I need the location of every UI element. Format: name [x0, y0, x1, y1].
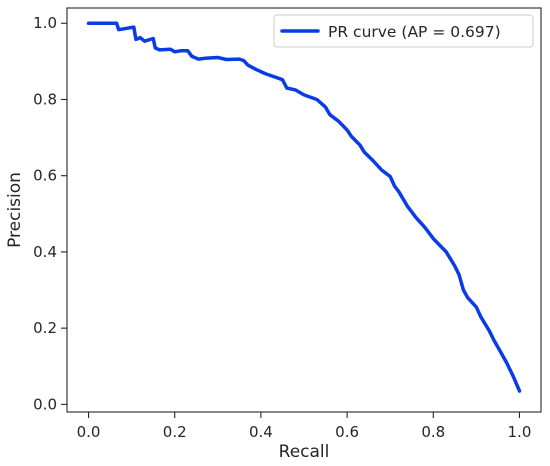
legend-box: [273, 14, 534, 48]
y-axis-label: Precision: [5, 172, 25, 248]
pr-curve-line: [86, 21, 522, 393]
x-tick-label: 0.0: [77, 423, 101, 441]
y-tick-label: 0.6: [33, 167, 57, 185]
legend: PR curve (AP = 0.697): [273, 14, 534, 48]
series-layer: [86, 21, 522, 393]
x-tick-label: 0.4: [249, 423, 273, 441]
plot-area: [66, 7, 542, 413]
y-tick-label: 1.0: [33, 14, 57, 32]
y-tick-label: 0.0: [33, 395, 57, 413]
y-tick-label: 0.2: [33, 319, 57, 337]
y-tick-label: 0.4: [33, 243, 57, 261]
x-tick-label: 0.6: [335, 423, 359, 441]
x-tick-label: 1.0: [508, 423, 532, 441]
x-tick-label: 0.8: [421, 423, 445, 441]
y-tick-label: 0.8: [33, 90, 57, 108]
legend-label: PR curve (AP = 0.697): [328, 23, 501, 41]
x-tick-label: 0.2: [163, 423, 187, 441]
x-axis-label: Recall: [279, 442, 330, 462]
y-axis-ticks: 0.0 0.2 0.4 0.6 0.8 1.0: [33, 14, 67, 413]
x-axis-ticks: 0.0 0.2 0.4 0.6 0.8 1.0: [77, 412, 532, 441]
